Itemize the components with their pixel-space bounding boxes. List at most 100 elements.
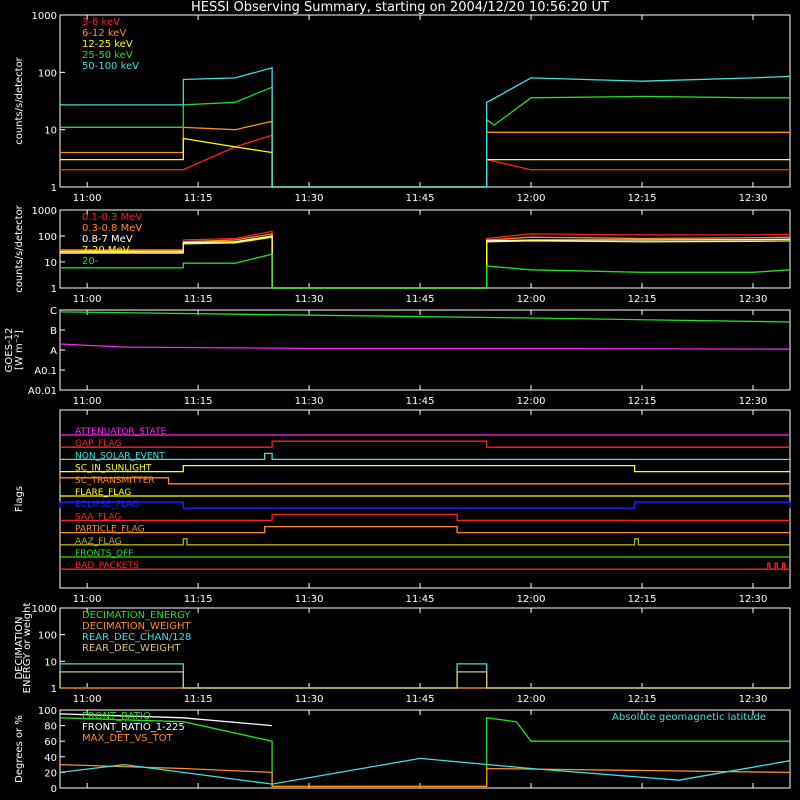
flags-x-tick-label: 12:15 [628,594,657,605]
decimation-y-tick-label: 1000 [32,604,57,615]
high_energy_rates-legend-7-20-mev: 7-20 MeV [82,245,130,256]
decimation-x-tick-label: 11:45 [406,694,435,705]
flags-label-sc-in-sunlight: SC_IN_SUNLIGHT [75,464,152,474]
decimation-y-tick-label: 10 [44,657,57,668]
decimation-x-tick-label: 12:15 [628,694,657,705]
flags-x-tick-label: 11:30 [295,594,324,605]
decimation-x-tick-label: 11:15 [184,694,213,705]
flags-frame [59,409,791,589]
decimation-y-tick-label: 1 [51,684,57,695]
goes-x-tick-label: 11:45 [406,396,435,407]
flags-trace-non-solar-event [60,452,790,461]
low_energy_rates-frame [59,14,791,188]
high_energy_rates-legend-20-: 20- [82,256,99,267]
high_energy_rates-series-7-20-mev [60,236,791,289]
high_energy_rates-y-tick-label: 100 [38,232,57,243]
flags-x-tick-label: 11:15 [184,594,213,605]
misc-legend-front-ratio: FRONT_RATIO [82,711,151,722]
misc-y-tick-label: 40 [44,753,57,764]
low_energy_rates-x-tick-label: 12:30 [739,193,768,204]
flags-label-non-solar-event: NON_SOLAR_EVENT [75,451,165,461]
goes-y-tick-label: A0.01 [28,386,57,397]
goes-x-tick-label: 12:30 [739,396,768,407]
flags-x-tick-label: 12:00 [517,594,546,605]
flags-label-eclipse-flag: ECLIPSE_FLAG [75,500,139,510]
flags-trace-particle-flag [60,525,790,534]
flags-trace-saa-flag [60,513,790,522]
low_energy_rates-y-tick-label: 100 [38,68,57,79]
flags-x-tick-label: 11:45 [406,594,435,605]
goes-y-tick-label: A0.1 [34,366,57,377]
decimation-series-rear-dec-weight [59,671,790,689]
high_energy_rates-x-tick-label: 11:45 [406,294,435,305]
goes-frame [59,309,791,391]
low_energy_rates-legend-3-6-kev: 3-6 keV [82,17,120,28]
misc-y-tick-label: 60 [44,737,57,748]
low_energy_rates-series-50-100-kev [60,66,791,188]
goes-ylabel: GOES-12 [4,328,15,373]
flags-label-sc-transmitter: SC_TRANSMITTER [75,476,155,486]
goes-x-tick-label: 12:15 [628,396,657,407]
decimation-x-tick-label: 11:30 [295,694,324,705]
high_energy_rates-x-tick-label: 11:30 [295,294,324,305]
misc-series-absolute-geomagnetic-latitude [59,757,791,785]
flags-label-attenuator-state: ATTENUATOR_STATE [75,427,167,437]
low_energy_rates-legend-25-50-kev: 25-50 keV [82,50,133,61]
flags-trace-aaz-flag [60,538,790,546]
high_energy_rates-x-tick-label: 11:00 [73,294,102,305]
high_energy_rates-ylabel: counts/s/detector [14,204,25,292]
chart-title: HESSI Observing Summary, starting on 200… [191,0,609,15]
flags-trace-gap-flag [60,440,790,448]
misc-y-tick-label: 80 [44,722,57,733]
goes-y-tick-label: A [50,346,57,357]
goes-ylabel: [W m⁻²] [14,330,25,370]
high_energy_rates-legend-0-8-7-mev: 0.8-7 MeV [82,234,133,245]
low_energy_rates-y-tick-label: 1 [51,183,57,194]
decimation-legend-decimation-weight: DECIMATION_WEIGHT [82,621,191,632]
flags-trace-bad-packets [60,562,790,570]
low_energy_rates-series-12-25-kev [60,137,790,188]
misc-series-max-det-vs-tot [59,763,791,788]
low_energy_rates-legend-6-12-kev: 6-12 keV [82,28,126,39]
flags-label-gap-flag: GAP_FLAG [75,439,121,449]
flags-trace-sc-transmitter [59,477,790,485]
flags-label-aaz-flag: AAZ_FLAG [75,537,122,547]
low_energy_rates-ylabel: counts/s/detector [14,56,25,144]
flags-label-particle-flag: PARTICLE_FLAG [75,525,145,535]
goes-y-tick-label: C [50,306,57,317]
high_energy_rates-legend-0-1-0-3-mev: 0.1-0.3 MeV [82,212,142,223]
decimation-y-tick-label: 100 [38,631,57,642]
high_energy_rates-y-tick-label: 10 [44,258,57,269]
low_energy_rates-y-tick-label: 1000 [32,11,57,22]
decimation-legend-decimation-energy: DECIMATION_ENERGY [82,610,191,621]
decimation-x-tick-label: 11:00 [73,694,102,705]
low_energy_rates-legend-50-100-kev: 50-100 keV [82,61,139,72]
misc-y-tick-label: 0 [51,784,57,795]
low_energy_rates-series-25-50-kev [60,86,790,188]
misc-series-front-ratio-1-225 [59,713,273,727]
flags-ylabel: Flags [14,486,25,512]
goes-x-tick-label: 12:00 [517,396,546,407]
goes-series-0-5-4-a [59,343,791,350]
decimation-ylabel: ENERGY or weight [22,603,33,694]
misc-y-tick-label: 20 [44,768,57,779]
low_energy_rates-y-tick-label: 10 [44,126,57,137]
decimation-ylabel: DECIMATION [14,616,25,679]
high_energy_rates-series-20- [60,253,791,289]
low_energy_rates-x-tick-label: 11:45 [406,193,435,204]
flags-trace-eclipse-flag [59,501,791,509]
high_energy_rates-series-0-8-7-mev [60,235,791,289]
goes-x-tick-label: 11:15 [184,396,213,407]
goes-x-tick-label: 11:30 [295,396,324,407]
misc-legend-absolute-geomagnetic-latitude: Absolute geomagnetic latitude [612,712,766,723]
flags-label-flare-flag: FLARE_FLAG [75,488,131,498]
misc-y-tick-label: 100 [38,706,57,717]
flags-trace-sc-in-sunlight [60,464,790,473]
high_energy_rates-x-tick-label: 12:15 [628,294,657,305]
misc-legend-front-ratio-1-225: FRONT_RATIO_1-225 [82,722,185,733]
flags-label-bad-packets: BAD_PACKETS [75,561,139,571]
misc-ylabel: Degrees or % [14,715,25,783]
low_energy_rates-x-tick-label: 11:15 [184,193,213,204]
low_energy_rates-series-6-12-kev [60,120,790,188]
